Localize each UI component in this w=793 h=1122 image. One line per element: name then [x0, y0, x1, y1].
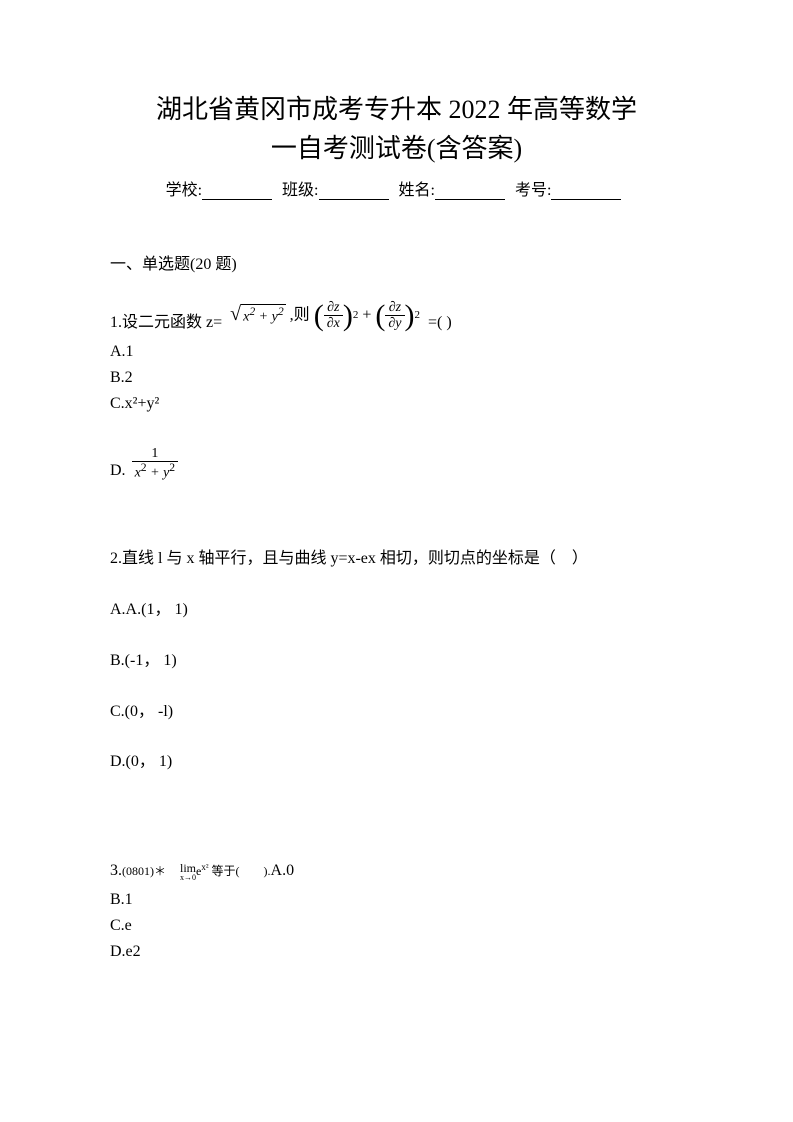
lim-sup: x² — [201, 862, 208, 872]
question-1: 1.设二元函数 z= √ x2 + y2 ,则 ( ∂z ∂x ) 2 + ( … — [110, 300, 683, 485]
rparen-icon: ) — [343, 301, 353, 331]
num-dz2: ∂z — [385, 300, 404, 316]
q1-options: A.1 B.2 C.x²+y² D. 1 x2 + y2 — [110, 340, 683, 485]
q1-suffix: =( ) — [428, 309, 452, 338]
q3-prefix: (0801)＊ — [122, 864, 166, 878]
frac-dzdy: ∂z ∂y — [385, 300, 404, 332]
q3-lim: lim x→0 ex² — [180, 864, 212, 878]
q3-number: 3. — [110, 862, 122, 879]
q1-formula: √ x2 + y2 ,则 ( ∂z ∂x ) 2 + ( ∂z ∂y ) — [222, 300, 428, 338]
q2-stem: 2.直线 l 与 x 轴平行，且与曲线 y=x-ex 相切，则切点的坐标是（ ） — [110, 545, 683, 574]
den-dx: ∂x — [324, 316, 343, 331]
sqrt-sign-icon: √ — [230, 304, 241, 324]
school-blank[interactable] — [202, 182, 272, 200]
q1-option-a: A.1 — [110, 340, 683, 364]
question-3: 3.(0801)＊ lim x→0 ex² 等于( ).A.0 B.1 C.e … — [110, 857, 683, 964]
frac-1-over-x2y2: 1 x2 + y2 — [132, 446, 179, 481]
lim-block: lim x→0 — [180, 862, 196, 882]
title-line1: 湖北省黄冈市成考专升本 2022 年高等数学 — [110, 90, 683, 129]
class-label: 班级: — [282, 176, 318, 200]
frac-dzdx: ∂z ∂x — [324, 300, 343, 332]
q2-stem-text: 直线 l 与 x 轴平行，且与曲线 y=x-ex 相切，则切点的坐标是（ ） — [122, 550, 588, 567]
lim-sub: x→0 — [180, 874, 196, 882]
q3-option-a: A.0 — [271, 862, 295, 879]
exam-title: 湖北省黄冈市成考专升本 2022 年高等数学 一自考测试卷(含答案) — [110, 90, 683, 168]
class-blank[interactable] — [319, 182, 389, 200]
q3-option-c: C.e — [110, 914, 683, 938]
rparen2-icon: ) — [405, 301, 415, 331]
sqrt-body: x2 + y2 — [241, 304, 286, 326]
num-dz: ∂z — [324, 300, 343, 316]
q2-option-c: C.(0， -l) — [110, 698, 683, 727]
partial-dx-group: ( ∂z ∂x ) 2 — [314, 300, 359, 332]
q1-option-d-formula: 1 x2 + y2 — [132, 446, 179, 481]
q3-option-d: D.e2 — [110, 940, 683, 964]
q2-option-d: D.(0， 1) — [110, 748, 683, 777]
examno-blank[interactable] — [551, 182, 621, 200]
q1-option-d: D. 1 x2 + y2 — [110, 446, 178, 483]
examno-label: 考号: — [515, 176, 551, 200]
question-2: 2.直线 l 与 x 轴平行，且与曲线 y=x-ex 相切，则切点的坐标是（ ）… — [110, 545, 683, 777]
q1-option-b: B.2 — [110, 366, 683, 390]
partial-dy-group: ( ∂z ∂y ) 2 — [375, 300, 420, 332]
lparen-icon: ( — [314, 301, 324, 331]
q1-option-c: C.x²+y² — [110, 392, 683, 416]
section-1-title: 一、单选题(20 题) — [110, 250, 683, 274]
q1-number: 1. — [110, 309, 122, 338]
name-blank[interactable] — [435, 182, 505, 200]
exp-2b: 2 — [415, 306, 421, 326]
plus-sign: + — [362, 307, 371, 324]
student-info-line: 学校: 班级: 姓名: 考号: — [110, 176, 683, 200]
q3-options: B.1 C.e D.e2 — [110, 888, 683, 964]
q1-prefix: 设二元函数 z= — [122, 309, 222, 338]
lparen2-icon: ( — [375, 301, 385, 331]
den-dy: ∂y — [385, 316, 404, 331]
name-label: 姓名: — [399, 176, 435, 200]
q1-formula-mid: ,则 — [290, 307, 310, 324]
q1-stem: 1.设二元函数 z= √ x2 + y2 ,则 ( ∂z ∂x ) 2 + ( … — [110, 300, 683, 338]
q3-mid: 等于( ). — [212, 864, 271, 878]
exp-2: 2 — [353, 306, 359, 326]
q3-stem-line: 3.(0801)＊ lim x→0 ex² 等于( ).A.0 — [110, 857, 683, 886]
title-line2: 一自考测试卷(含答案) — [110, 129, 683, 168]
q2-options: A.A.(1， 1) B.(-1， 1) C.(0， -l) D.(0， 1) — [110, 596, 683, 777]
q2-option-b: B.(-1， 1) — [110, 647, 683, 676]
q3-option-b: B.1 — [110, 888, 683, 912]
sqrt-expression: √ x2 + y2 — [230, 304, 286, 326]
frac-den-x2y2: x2 + y2 — [132, 462, 179, 481]
q2-number: 2. — [110, 550, 122, 567]
q1-option-d-prefix: D. — [110, 459, 126, 483]
frac-num-1: 1 — [132, 446, 179, 462]
school-label: 学校: — [166, 176, 202, 200]
q2-option-a: A.A.(1， 1) — [110, 596, 683, 625]
